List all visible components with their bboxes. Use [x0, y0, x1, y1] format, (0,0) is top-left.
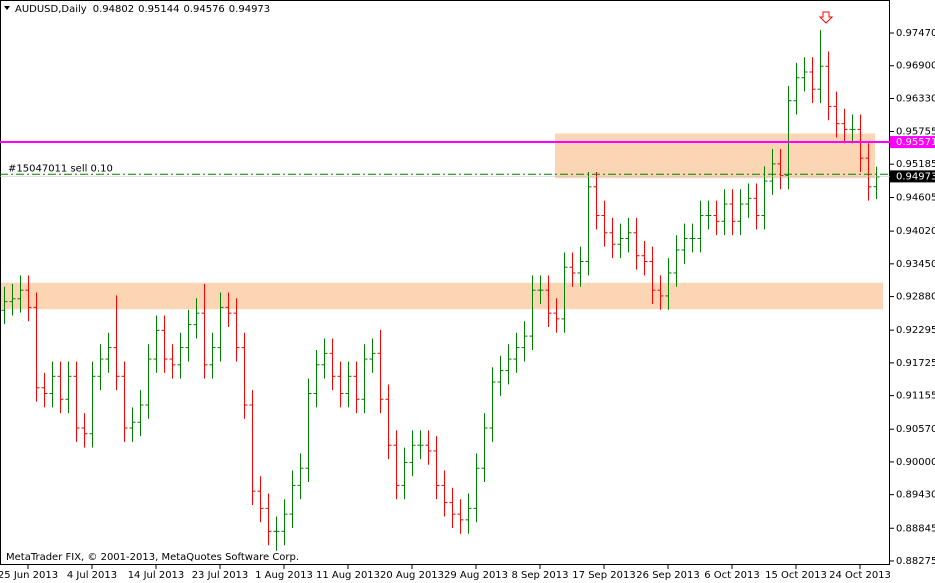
x-tick-label: 26 Sep 2013 [636, 570, 699, 581]
last-close: 0.94973 [229, 4, 270, 15]
last-high: 0.95144 [138, 4, 179, 15]
y-tick-label: 0.88275 [896, 556, 935, 567]
price-label: 0.94973 [896, 171, 935, 182]
y-tick-label: 0.96330 [896, 93, 935, 104]
y-tick-label: 0.95185 [896, 159, 935, 170]
y-tick-label: 0.88845 [896, 523, 935, 534]
y-tick-label: 0.93450 [896, 259, 935, 270]
copyright: MetaTrader FIX, © 2001-2013, MetaQuotes … [6, 552, 299, 563]
y-tick-label: 0.91725 [896, 358, 935, 369]
y-tick-label: 0.92295 [896, 325, 935, 336]
last-open: 0.94802 [93, 4, 134, 15]
y-tick-label: 0.94020 [896, 226, 935, 237]
arrow-marker [818, 11, 834, 24]
x-tick-label: 29 Aug 2013 [444, 570, 508, 581]
x-tick-label: 20 Aug 2013 [380, 570, 444, 581]
x-tick-label: 17 Sep 2013 [572, 570, 635, 581]
header: AUDUSD,Daily 0.94802 0.95144 0.94576 0.94973 [15, 4, 270, 15]
y-tick-label: 0.91155 [896, 391, 935, 402]
y-tick-label: 0.90570 [896, 424, 935, 435]
y-tick-label: 0.94605 [896, 193, 935, 204]
menu-arrow [4, 6, 10, 10]
x-tick-label: 6 Oct 2013 [704, 570, 759, 581]
price-label-box [890, 170, 935, 183]
level-label-box [890, 136, 935, 149]
x-tick-label: 1 Aug 2013 [255, 570, 313, 581]
order-label: #15047011 sell 0.10 [8, 163, 113, 174]
y-tick-label: 0.95755 [896, 126, 935, 137]
y-tick-label: 0.97470 [896, 28, 935, 39]
level-label: 0.95571 [896, 137, 935, 148]
x-tick-label: 8 Sep 2013 [511, 570, 568, 581]
x-tick-label: 11 Aug 2013 [316, 570, 380, 581]
last-low: 0.94576 [183, 4, 224, 15]
zone [555, 133, 875, 179]
y-tick-label: 0.96900 [896, 61, 935, 72]
x-tick-label: 4 Jul 2013 [67, 570, 117, 581]
symbol-title: AUDUSD,Daily [15, 4, 87, 15]
x-tick-label: 24 Oct 2013 [829, 570, 891, 581]
x-tick-label: 15 Oct 2013 [765, 570, 827, 581]
zone [0, 282, 883, 310]
x-tick-label: 25 Jun 2013 [0, 570, 58, 581]
x-tick-label: 23 Jul 2013 [192, 570, 249, 581]
y-tick-label: 0.89430 [896, 490, 935, 501]
x-tick-label: 14 Jul 2013 [128, 570, 185, 581]
y-tick-label: 0.90000 [896, 457, 935, 468]
y-tick-label: 0.92880 [896, 292, 935, 303]
plot-border [0, 0, 890, 565]
